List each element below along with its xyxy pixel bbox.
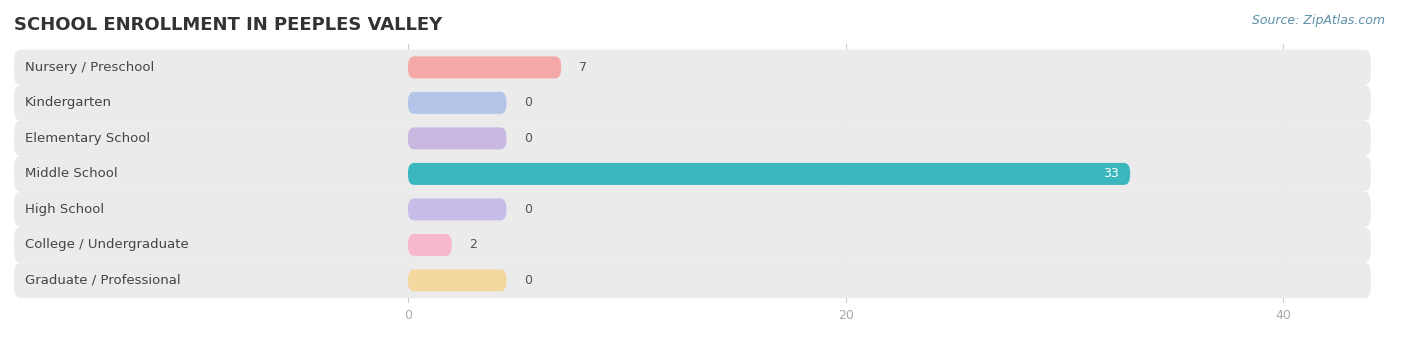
FancyBboxPatch shape: [14, 263, 1371, 298]
FancyBboxPatch shape: [14, 227, 1371, 263]
Text: 0: 0: [524, 97, 531, 109]
FancyBboxPatch shape: [408, 163, 1130, 185]
Text: 0: 0: [524, 132, 531, 145]
FancyBboxPatch shape: [408, 198, 506, 220]
Text: College / Undergraduate: College / Undergraduate: [25, 238, 188, 251]
FancyBboxPatch shape: [14, 156, 1371, 192]
Text: High School: High School: [25, 203, 104, 216]
Text: 0: 0: [524, 274, 531, 287]
Text: Graduate / Professional: Graduate / Professional: [25, 274, 180, 287]
FancyBboxPatch shape: [408, 234, 451, 256]
Text: SCHOOL ENROLLMENT IN PEEPLES VALLEY: SCHOOL ENROLLMENT IN PEEPLES VALLEY: [14, 16, 443, 34]
Text: 33: 33: [1104, 167, 1119, 180]
FancyBboxPatch shape: [14, 50, 1371, 85]
FancyBboxPatch shape: [14, 192, 1371, 227]
FancyBboxPatch shape: [408, 56, 561, 78]
Text: 7: 7: [579, 61, 586, 74]
Text: Kindergarten: Kindergarten: [25, 97, 112, 109]
Text: Elementary School: Elementary School: [25, 132, 150, 145]
Text: 0: 0: [524, 203, 531, 216]
Text: 2: 2: [470, 238, 477, 251]
Text: Middle School: Middle School: [25, 167, 118, 180]
FancyBboxPatch shape: [408, 269, 506, 292]
FancyBboxPatch shape: [408, 128, 506, 149]
Text: Source: ZipAtlas.com: Source: ZipAtlas.com: [1251, 14, 1385, 27]
FancyBboxPatch shape: [14, 121, 1371, 156]
FancyBboxPatch shape: [408, 92, 506, 114]
Text: Nursery / Preschool: Nursery / Preschool: [25, 61, 155, 74]
FancyBboxPatch shape: [14, 85, 1371, 121]
